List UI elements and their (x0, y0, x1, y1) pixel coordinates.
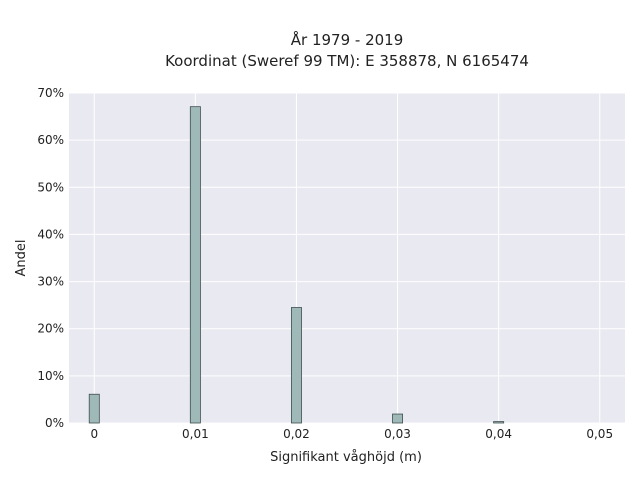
grid-lines (69, 92, 625, 424)
y-tick-label: 20% (37, 322, 64, 336)
x-tick-label: 0,02 (283, 427, 310, 441)
bars (88, 106, 505, 424)
chart-title-line-2: Koordinat (Sweref 99 TM): E 358878, N 61… (165, 52, 529, 70)
y-axis-ticks: 0% 10% 20% 30% 40% 50% 60% 70% (37, 86, 64, 430)
x-axis-label: Signifikant våghöjd (m) (270, 450, 422, 465)
x-tick-label: 0,01 (182, 427, 209, 441)
chart-title-line-1: År 1979 - 2019 (291, 30, 404, 49)
bar (88, 393, 100, 424)
bar (493, 421, 505, 424)
y-tick-label: 10% (37, 369, 64, 383)
y-axis-label: Andel (14, 240, 29, 277)
bar (392, 413, 403, 424)
y-tick-label: 50% (37, 180, 64, 194)
y-tick-label: 30% (37, 275, 64, 289)
x-tick-label: 0,04 (485, 427, 512, 441)
x-axis-ticks: 0 0,01 0,02 0,03 0,04 0,05 (90, 427, 613, 441)
bar (189, 106, 201, 424)
y-tick-label: 40% (37, 227, 64, 241)
y-tick-label: 60% (37, 133, 64, 147)
y-tick-label: 70% (37, 86, 64, 100)
x-tick-label: 0,05 (586, 427, 613, 441)
bar (290, 307, 302, 424)
x-tick-label: 0 (90, 427, 98, 441)
chart-title: År 1979 - 2019 Koordinat (Sweref 99 TM):… (165, 30, 529, 70)
x-tick-label: 0,03 (384, 427, 411, 441)
plot-area (69, 93, 625, 423)
y-tick-label: 0% (45, 416, 64, 430)
